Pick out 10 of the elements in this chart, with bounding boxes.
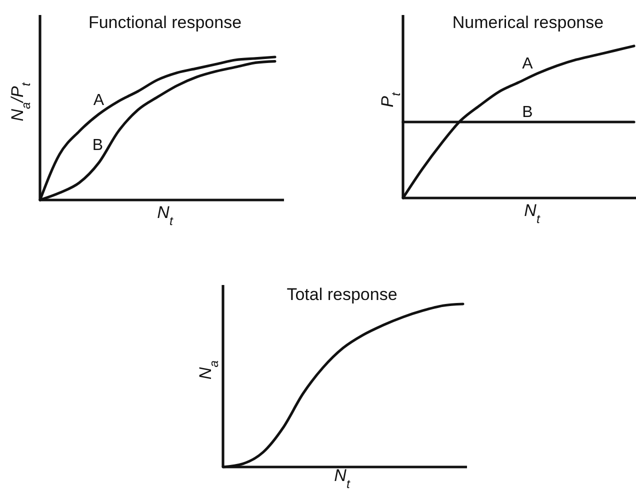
x-axis-title: N$_{t}$ xyxy=(157,203,174,228)
x-axis-title: N$_{t}$ xyxy=(524,201,540,226)
series-label: B xyxy=(92,136,104,154)
series-label: A xyxy=(522,55,534,72)
series-label: A xyxy=(93,92,104,110)
x-axis-title: N$_{t}$ xyxy=(334,466,350,490)
chart-title: Total response xyxy=(286,285,398,304)
series-label: B xyxy=(522,104,533,121)
chart-title: Numerical response xyxy=(452,13,604,32)
chart-title: Functional response xyxy=(88,13,242,32)
